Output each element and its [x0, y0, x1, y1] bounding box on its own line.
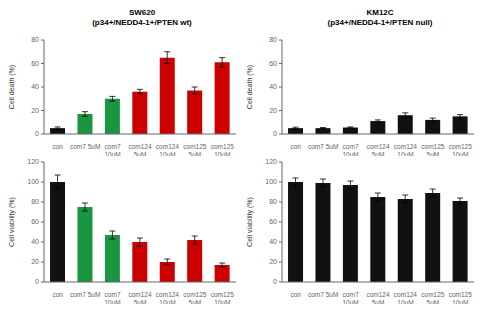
svg-text:40: 40	[31, 238, 39, 245]
svg-text:20: 20	[269, 258, 277, 265]
svg-text:20: 20	[269, 107, 277, 114]
svg-text:com1255uM: com1255uM	[183, 143, 207, 156]
svg-text:40: 40	[269, 238, 277, 245]
svg-text:20: 20	[31, 258, 39, 265]
svg-text:0: 0	[35, 278, 39, 285]
svg-text:80: 80	[31, 198, 39, 205]
svg-text:40: 40	[31, 83, 39, 90]
svg-text:com1255uM: com1255uM	[421, 143, 445, 156]
svg-text:0: 0	[273, 278, 277, 285]
svg-text:com12510uM: com12510uM	[211, 291, 235, 304]
svg-text:con: con	[290, 143, 301, 150]
svg-text:con: con	[290, 291, 301, 298]
svg-text:20: 20	[31, 107, 39, 114]
svg-text:com12410uM: com12410uM	[156, 143, 180, 156]
svg-text:com1245uM: com1245uM	[128, 143, 152, 156]
svg-text:com12410uM: com12410uM	[156, 291, 180, 304]
svg-text:120: 120	[265, 158, 277, 165]
svg-text:80: 80	[269, 198, 277, 205]
svg-text:com12510uM: com12510uM	[449, 291, 473, 304]
svg-text:com12410uM: com12410uM	[394, 291, 418, 304]
svg-text:com7 5uM: com7 5uM	[308, 291, 338, 298]
svg-text:com12510uM: com12510uM	[211, 143, 235, 156]
html-text:KM12C (p34+/NEDD4-1+/PTEN null: KM12C (p34+/NEDD4-1+/PTEN null)	[327, 8, 433, 27]
svg-text:0: 0	[273, 130, 277, 137]
svg-text:com1245uM: com1245uM	[128, 291, 152, 304]
svg-text:com1245uM: com1245uM	[366, 291, 390, 304]
svg-text:Cell death (%): Cell death (%)	[246, 65, 254, 109]
svg-text:0: 0	[35, 130, 39, 137]
svg-text:120: 120	[27, 158, 39, 165]
svg-text:com1255uM: com1255uM	[421, 291, 445, 304]
svg-text:com7 5uM: com7 5uM	[308, 143, 338, 150]
svg-text:80: 80	[31, 36, 39, 43]
svg-text:com710uM: com710uM	[342, 291, 358, 304]
svg-text:Cell viability (%): Cell viability (%)	[8, 197, 16, 247]
svg-text:100: 100	[265, 178, 277, 185]
svg-text:com1255uM: com1255uM	[183, 291, 207, 304]
svg-text:com12510uM: com12510uM	[449, 143, 473, 156]
svg-text:com1245uM: com1245uM	[366, 143, 390, 156]
svg-text:com710uM: com710uM	[342, 143, 358, 156]
svg-text:con: con	[52, 143, 63, 150]
svg-text:com7 5uM: com7 5uM	[70, 143, 100, 150]
svg-text:100: 100	[27, 178, 39, 185]
svg-text:60: 60	[269, 60, 277, 67]
svg-text:Cell viability (%): Cell viability (%)	[246, 197, 254, 247]
svg-text:60: 60	[31, 60, 39, 67]
svg-text:40: 40	[269, 83, 277, 90]
svg-text:com710uM: com710uM	[104, 291, 120, 304]
svg-text:com710uM: com710uM	[104, 143, 120, 156]
svg-text:60: 60	[31, 218, 39, 225]
svg-text:Cell death (%): Cell death (%)	[8, 65, 16, 109]
svg-text:com7 5uM: com7 5uM	[70, 291, 100, 298]
svg-text:60: 60	[269, 218, 277, 225]
svg-text:com12410uM: com12410uM	[394, 143, 418, 156]
html-text:SW620 (p34+/NEDD4-1+/PTEN wt): SW620 (p34+/NEDD4-1+/PTEN wt)	[92, 8, 192, 27]
svg-text:80: 80	[269, 36, 277, 43]
svg-text:con: con	[52, 291, 63, 298]
